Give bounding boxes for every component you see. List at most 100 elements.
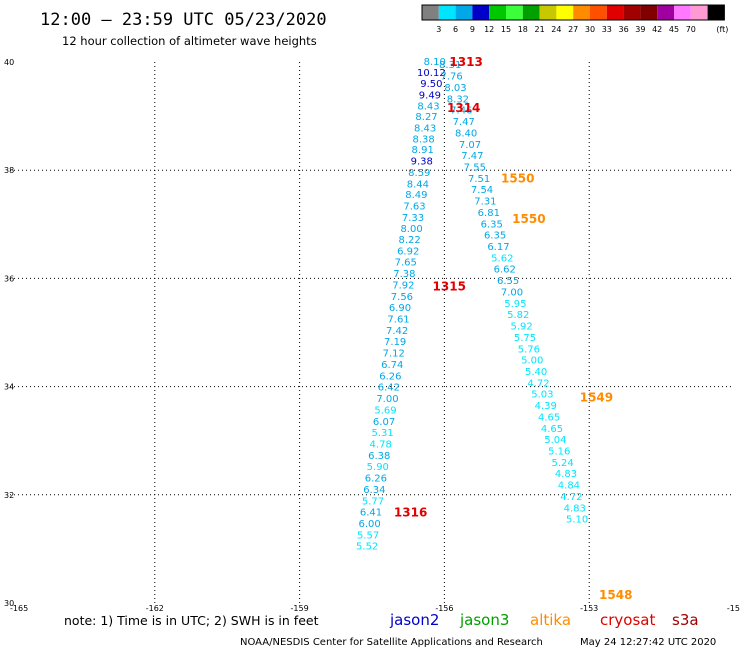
wave-height-point: 8.22 <box>399 235 421 246</box>
wave-height-point: 7.38 <box>393 269 415 280</box>
wave-height-point: 6.17 <box>487 242 509 253</box>
wave-height-point: 7.42 <box>386 326 408 337</box>
wave-height-point: 7.12 <box>383 349 405 360</box>
legend-label: 6 <box>453 25 458 34</box>
chart-subtitle: 12 hour collection of altimeter wave hei… <box>62 34 317 48</box>
wave-height-point: 5.95 <box>504 299 526 310</box>
x-tick-label: -165 <box>10 604 28 613</box>
wave-height-point: 7.76 <box>441 72 463 83</box>
wave-height-point: 8.91 <box>412 145 434 156</box>
wave-height-point: 6.74 <box>381 360 403 371</box>
pass-label: 1550 <box>501 171 534 185</box>
wave-height-point: 4.39 <box>535 401 557 412</box>
wave-height-point: 5.57 <box>357 530 379 541</box>
legend-label: 33 <box>602 25 612 34</box>
legend-unit: (ft) <box>716 25 728 34</box>
pass-label: 1316 <box>394 506 427 520</box>
wave-height-point: 5.77 <box>362 496 384 507</box>
pass-label: 1314 <box>447 101 480 115</box>
wave-height-point: 8.10 <box>424 57 446 68</box>
wave-height-point: 7.51 <box>468 174 490 185</box>
wave-height-point: 5.00 <box>521 356 543 367</box>
wave-height-point: 8.27 <box>415 112 437 123</box>
pass-label: 1550 <box>512 212 545 226</box>
legend-swatch <box>690 5 708 20</box>
legend-swatch <box>489 5 506 20</box>
wave-height-point: 8.49 <box>405 190 427 201</box>
wave-height-point: 7.55 <box>464 162 486 173</box>
legend-label: 3 <box>436 25 441 34</box>
wave-height-point: 4.78 <box>370 439 392 450</box>
pass-label: 1313 <box>449 55 482 69</box>
wave-height-point: 7.65 <box>395 258 417 269</box>
wave-height-point: 5.92 <box>510 322 532 333</box>
wave-height-point: 5.40 <box>525 367 547 378</box>
wave-height-point: 6.62 <box>494 265 516 276</box>
wave-height-point: 6.35 <box>484 231 506 242</box>
wave-height-point: 7.56 <box>391 292 413 303</box>
legend-label: 42 <box>652 25 662 34</box>
legend-label: 24 <box>551 25 561 34</box>
wave-height-point: 5.52 <box>356 542 378 553</box>
satellite-name: altika <box>530 611 571 629</box>
grid <box>10 62 734 603</box>
wave-height-point: 8.31 <box>439 60 461 71</box>
legend-swatch <box>556 5 574 20</box>
legend-swatch <box>422 5 439 20</box>
legend-label: 36 <box>619 25 629 34</box>
wave-height-point: 8.38 <box>413 134 435 145</box>
wave-height-point: 9.49 <box>419 91 441 102</box>
wave-height-point: 6.90 <box>389 303 411 314</box>
satellite-name: jason2 <box>389 611 439 629</box>
legend-swatch <box>506 5 523 20</box>
satellite-name: cryosat <box>600 611 655 629</box>
wave-height-point: 7.33 <box>402 213 424 224</box>
wave-height-point: 6.92 <box>397 246 419 257</box>
wave-height-point: 7.92 <box>392 280 414 291</box>
y-tick-label: 34 <box>4 383 14 392</box>
legend-label: 9 <box>470 25 475 34</box>
legend-swatch <box>590 5 607 20</box>
footnote: note: 1) Time is in UTC; 2) SWH is in fe… <box>64 613 319 628</box>
wave-height-point: 5.24 <box>552 458 574 469</box>
legend-label: 30 <box>585 25 595 34</box>
wave-height-point: 8.43 <box>414 124 436 135</box>
x-tick-label: -162 <box>146 604 164 613</box>
wave-height-point: 7.47 <box>453 117 475 128</box>
wave-height-point: 6.26 <box>379 371 401 382</box>
legend-label: 70 <box>686 25 696 34</box>
wave-height-point: 4.83 <box>555 469 577 480</box>
legend-label: 21 <box>535 25 545 34</box>
wave-height-point: 6.07 <box>373 417 395 428</box>
wave-height-point: 6.26 <box>365 474 387 485</box>
legend-swatch <box>539 5 557 20</box>
wave-height-point: 9.38 <box>411 157 433 168</box>
wave-height-point: 8.40 <box>455 128 477 139</box>
y-tick-label: 36 <box>4 274 14 283</box>
wave-height-point: 4.72 <box>527 378 549 389</box>
wave-height-point: 5.82 <box>507 310 529 321</box>
wave-height-points: 8.1010.129.509.498.438.278.438.388.919.3… <box>356 57 588 553</box>
y-tick-label: 40 <box>4 58 14 67</box>
wave-height-point: 8.59 <box>408 168 430 179</box>
wave-height-point: 6.34 <box>363 485 385 496</box>
pass-label: 1548 <box>599 588 632 602</box>
wave-height-point: 4.65 <box>538 412 560 423</box>
wave-height-point: 4.84 <box>558 481 580 492</box>
legend-swatch <box>640 5 658 20</box>
wave-height-point: 9.50 <box>420 79 442 90</box>
satellite-name: s3a <box>672 611 699 629</box>
legend-swatch <box>623 5 641 20</box>
satellite-name: jason3 <box>459 611 509 629</box>
wave-height-point: 5.69 <box>374 405 396 416</box>
wave-height-point: 7.54 <box>471 185 493 196</box>
legend-swatch <box>472 5 490 20</box>
wave-height-point: 8.43 <box>417 101 439 112</box>
wave-height-point: 6.55 <box>497 276 519 287</box>
legend-swatch <box>674 5 691 20</box>
wave-height-point: 6.38 <box>368 451 390 462</box>
x-tick-label: -156 <box>435 604 453 613</box>
x-tick-label: -153 <box>580 604 598 613</box>
wave-height-point: 7.47 <box>461 151 483 162</box>
wave-height-point: 7.07 <box>459 140 481 151</box>
